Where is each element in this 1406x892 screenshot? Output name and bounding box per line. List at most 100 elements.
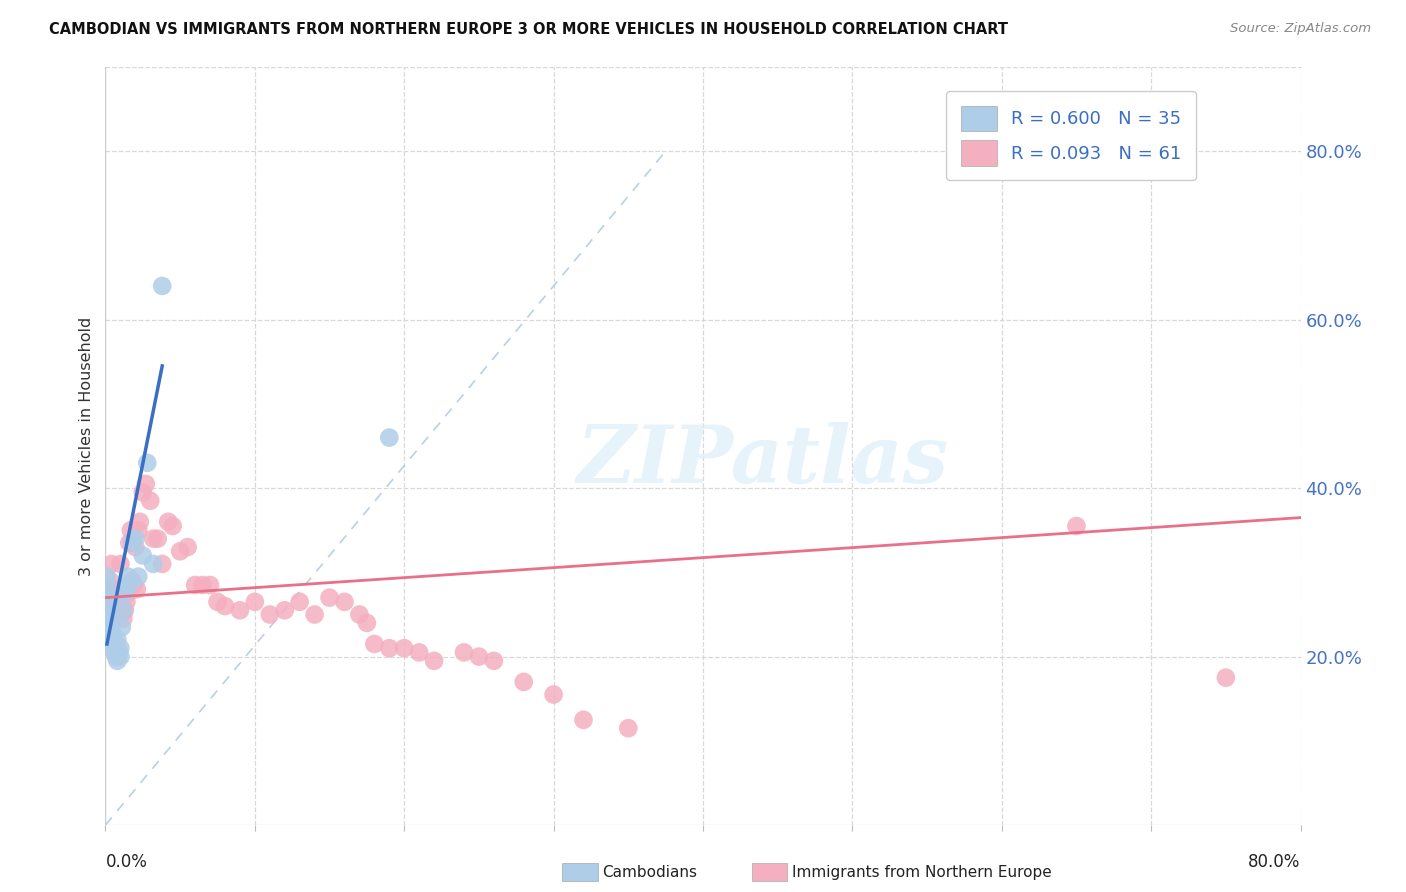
Text: Immigrants from Northern Europe: Immigrants from Northern Europe	[792, 865, 1052, 880]
Point	[304, 607, 326, 622]
Point	[169, 544, 191, 558]
Point	[117, 569, 139, 583]
Point	[363, 637, 385, 651]
Text: Cambodians: Cambodians	[602, 865, 697, 880]
Point	[97, 582, 120, 597]
Point	[356, 615, 378, 630]
Point	[121, 574, 143, 588]
Point	[110, 607, 132, 622]
Point	[98, 607, 121, 622]
Point	[513, 674, 536, 689]
Point	[118, 536, 141, 550]
Point	[110, 641, 132, 656]
Point	[111, 603, 134, 617]
Point	[142, 557, 165, 571]
Point	[139, 493, 162, 508]
Point	[100, 557, 122, 571]
Point	[112, 603, 135, 617]
Point	[150, 557, 173, 571]
Point	[150, 279, 173, 293]
Point	[120, 523, 142, 537]
Point	[378, 431, 401, 445]
Point	[114, 603, 136, 617]
Point	[191, 578, 214, 592]
Point	[110, 649, 132, 664]
Point	[184, 578, 207, 592]
Point	[101, 641, 124, 656]
Point	[100, 620, 122, 634]
Point	[114, 586, 136, 600]
Point	[1215, 671, 1237, 685]
Point	[98, 615, 121, 630]
Point	[146, 532, 169, 546]
Point	[124, 540, 146, 554]
Point	[176, 540, 198, 554]
Point	[118, 578, 141, 592]
Point	[107, 654, 129, 668]
Point	[127, 569, 149, 583]
Point	[617, 721, 640, 735]
Point	[543, 688, 565, 702]
Point	[97, 599, 120, 613]
Point	[101, 582, 124, 597]
Point	[453, 645, 475, 659]
Point	[110, 557, 132, 571]
Point	[572, 713, 595, 727]
Point	[124, 532, 146, 546]
Point	[378, 641, 401, 656]
Point	[100, 628, 122, 642]
Point	[318, 591, 340, 605]
Point	[468, 649, 491, 664]
Text: ZIPatlas: ZIPatlas	[576, 423, 949, 500]
Point	[1066, 519, 1088, 533]
Point	[104, 649, 127, 664]
Point	[132, 549, 155, 563]
Point	[98, 595, 121, 609]
Point	[103, 586, 125, 600]
Point	[157, 515, 180, 529]
Text: Source: ZipAtlas.com: Source: ZipAtlas.com	[1230, 22, 1371, 36]
Text: 80.0%: 80.0%	[1249, 853, 1301, 871]
Point	[108, 603, 131, 617]
Point	[127, 523, 149, 537]
Y-axis label: 3 or more Vehicles in Household: 3 or more Vehicles in Household	[79, 317, 94, 575]
Point	[135, 476, 157, 491]
Point	[101, 632, 124, 647]
Point	[132, 485, 155, 500]
Point	[103, 645, 125, 659]
Point	[97, 607, 120, 622]
Point	[107, 632, 129, 647]
Point	[103, 637, 125, 651]
Text: CAMBODIAN VS IMMIGRANTS FROM NORTHERN EUROPE 3 OR MORE VEHICLES IN HOUSEHOLD COR: CAMBODIAN VS IMMIGRANTS FROM NORTHERN EU…	[49, 22, 1008, 37]
Point	[162, 519, 184, 533]
Point	[243, 595, 266, 609]
Point	[198, 578, 221, 592]
Point	[107, 595, 129, 609]
Point	[349, 607, 371, 622]
Point	[111, 620, 134, 634]
Point	[115, 595, 138, 609]
Point	[112, 612, 135, 626]
Point	[423, 654, 446, 668]
Point	[273, 603, 295, 617]
Point	[408, 645, 430, 659]
Point	[96, 569, 118, 583]
Point	[136, 456, 159, 470]
Point	[229, 603, 252, 617]
Point	[101, 628, 124, 642]
Point	[104, 591, 127, 605]
Point	[207, 595, 229, 609]
Point	[104, 637, 127, 651]
Point	[128, 515, 150, 529]
Point	[117, 586, 139, 600]
Point	[121, 536, 143, 550]
Point	[125, 582, 148, 597]
Point	[288, 595, 311, 609]
Point	[142, 532, 165, 546]
Point	[108, 645, 131, 659]
Point	[214, 599, 236, 613]
Point	[259, 607, 281, 622]
Point	[122, 578, 145, 592]
Point	[98, 574, 121, 588]
Point	[394, 641, 416, 656]
